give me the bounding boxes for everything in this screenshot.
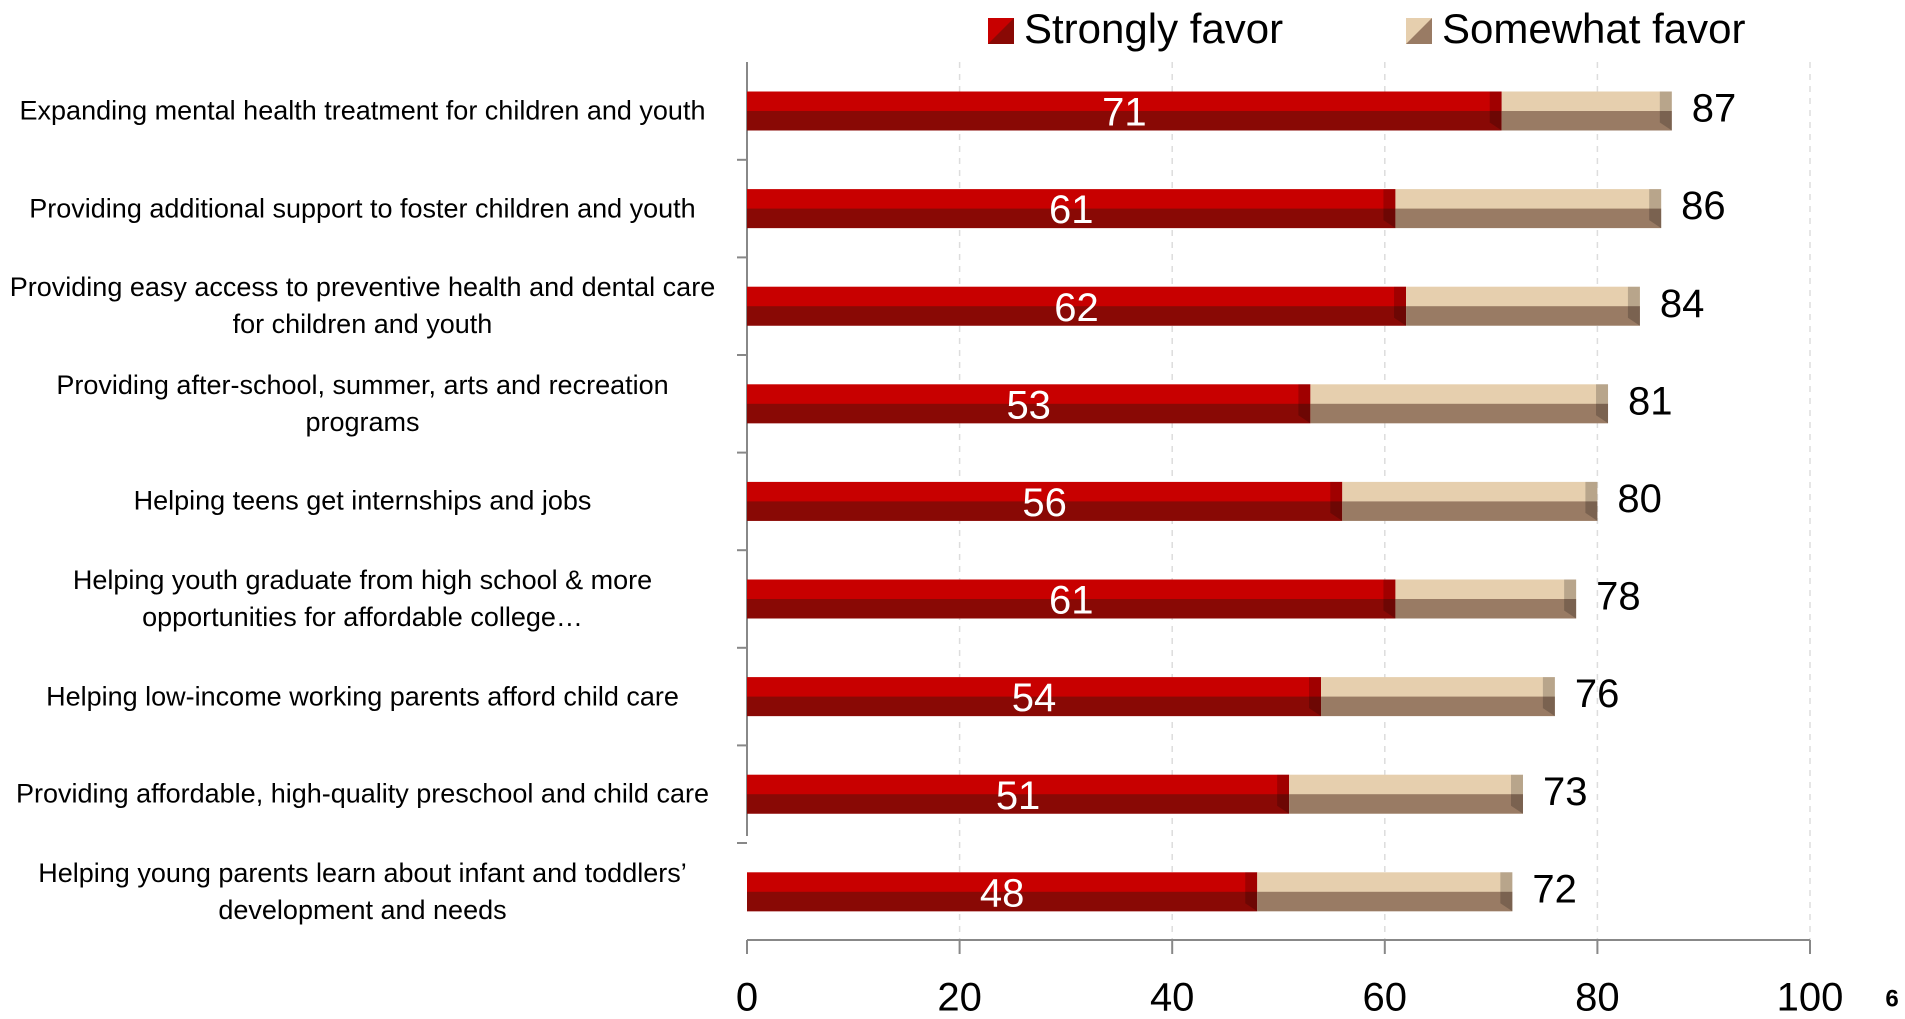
bar-shade: [747, 696, 1322, 717]
legend-label: Somewhat favor: [1442, 5, 1745, 52]
total-label: 87: [1692, 87, 1737, 131]
bar-segment: [1395, 189, 1662, 229]
value-label: 62: [1054, 286, 1099, 330]
x-tick-label: 60: [1363, 976, 1408, 1019]
total-label: 86: [1681, 184, 1726, 228]
bar-shade: [1395, 208, 1662, 229]
bar-bevel: [1383, 579, 1396, 619]
bar-shade: [747, 306, 1407, 326]
category-label: Helping low-income working parents affor…: [46, 681, 679, 712]
bar-segment: [747, 579, 1396, 619]
value-label: 48: [980, 871, 1025, 915]
total-label: 72: [1532, 867, 1577, 911]
bar-segment: [1501, 91, 1672, 131]
bar-bevel: [1245, 872, 1258, 912]
total-label: 73: [1543, 770, 1588, 814]
total-label: 76: [1575, 672, 1620, 716]
bar-bevel: [1489, 91, 1502, 131]
bar-segment: [747, 91, 1502, 131]
bar-segment: [747, 189, 1396, 229]
bar-bevel: [1277, 774, 1290, 814]
value-label: 56: [1022, 481, 1067, 525]
bar-bevel: [1309, 677, 1322, 717]
legend-swatch: [1406, 18, 1432, 44]
bar-shade: [747, 111, 1502, 131]
bar-bevel: [1627, 286, 1640, 326]
bar-segment: [747, 384, 1311, 424]
bar-shade: [747, 208, 1396, 229]
bar-shade: [1321, 696, 1555, 717]
bar-segment: [1289, 774, 1523, 814]
total-label: 80: [1617, 477, 1662, 521]
value-label: 61: [1049, 579, 1094, 623]
bar-shade: [1310, 403, 1609, 424]
bar-segment: [1321, 677, 1555, 717]
bar-shade: [1395, 599, 1577, 619]
category-label: Providing easy access to preventive heal…: [9, 272, 716, 340]
legend-label: Strongly favor: [1024, 5, 1283, 52]
bar-segment: [747, 481, 1343, 521]
bar-bevel: [1330, 481, 1343, 521]
bar-segment: [1342, 481, 1598, 521]
bar-segment: [1310, 384, 1609, 424]
bar-shade: [747, 891, 1258, 912]
value-label: 71: [1102, 91, 1147, 135]
bar-bevel: [1500, 872, 1513, 912]
bar-segment: [747, 872, 1258, 912]
legend-swatch-shade: [988, 18, 1014, 44]
category-label: Helping youth graduate from high school …: [72, 565, 653, 632]
bar-bevel: [1659, 91, 1672, 131]
bar-shade: [747, 501, 1343, 521]
bar-shade: [1406, 306, 1640, 326]
value-label: 51: [996, 774, 1041, 818]
bar-bevel: [1649, 189, 1662, 229]
bar-bevel: [1510, 774, 1523, 814]
bar-bevel: [1564, 579, 1577, 619]
value-label: 54: [1012, 676, 1057, 720]
bar-shade: [1289, 794, 1523, 814]
bar-shade: [1342, 501, 1598, 521]
bar-segment: [1395, 579, 1577, 619]
category-label: Helping teens get internships and jobs: [133, 485, 592, 516]
category-label: Providing additional support to foster c…: [29, 193, 696, 224]
bar-segment: [1257, 872, 1513, 912]
bar-shade: [1257, 891, 1513, 912]
x-tick-label: 20: [937, 976, 982, 1019]
page-number: 6: [1885, 985, 1898, 1012]
bar-bevel: [1542, 677, 1555, 717]
legend-swatch-shade: [1406, 18, 1432, 44]
total-label: 84: [1660, 282, 1705, 326]
bar-shade: [747, 599, 1396, 619]
bar-shade: [1501, 111, 1672, 131]
x-tick-label: 80: [1575, 976, 1620, 1019]
bar-shade: [747, 403, 1311, 424]
x-tick-label: 0: [736, 976, 758, 1019]
x-tick-label: 100: [1777, 976, 1844, 1019]
category-label: Providing affordable, high-quality presc…: [16, 778, 709, 809]
bar-segment: [747, 774, 1290, 814]
category-label: Providing after-school, summer, arts and…: [56, 369, 669, 437]
bar-bevel: [1585, 481, 1598, 521]
bar-bevel: [1394, 286, 1407, 326]
legend-swatch: [988, 18, 1014, 44]
bar-segment: [1406, 286, 1640, 326]
category-label: Expanding mental health treatment for ch…: [19, 95, 706, 126]
category-label: Helping young parents learn about infant…: [38, 857, 687, 925]
bar-segment: [747, 677, 1322, 717]
bar-shade: [747, 794, 1290, 814]
total-label: 81: [1628, 379, 1673, 423]
value-label: 61: [1049, 188, 1094, 232]
bar-bevel: [1596, 384, 1609, 424]
total-label: 78: [1596, 575, 1641, 619]
value-label: 53: [1006, 383, 1051, 427]
x-tick-label: 40: [1150, 976, 1195, 1019]
bar-segment: [747, 286, 1407, 326]
bar-bevel: [1298, 384, 1311, 424]
bar-bevel: [1383, 189, 1396, 229]
